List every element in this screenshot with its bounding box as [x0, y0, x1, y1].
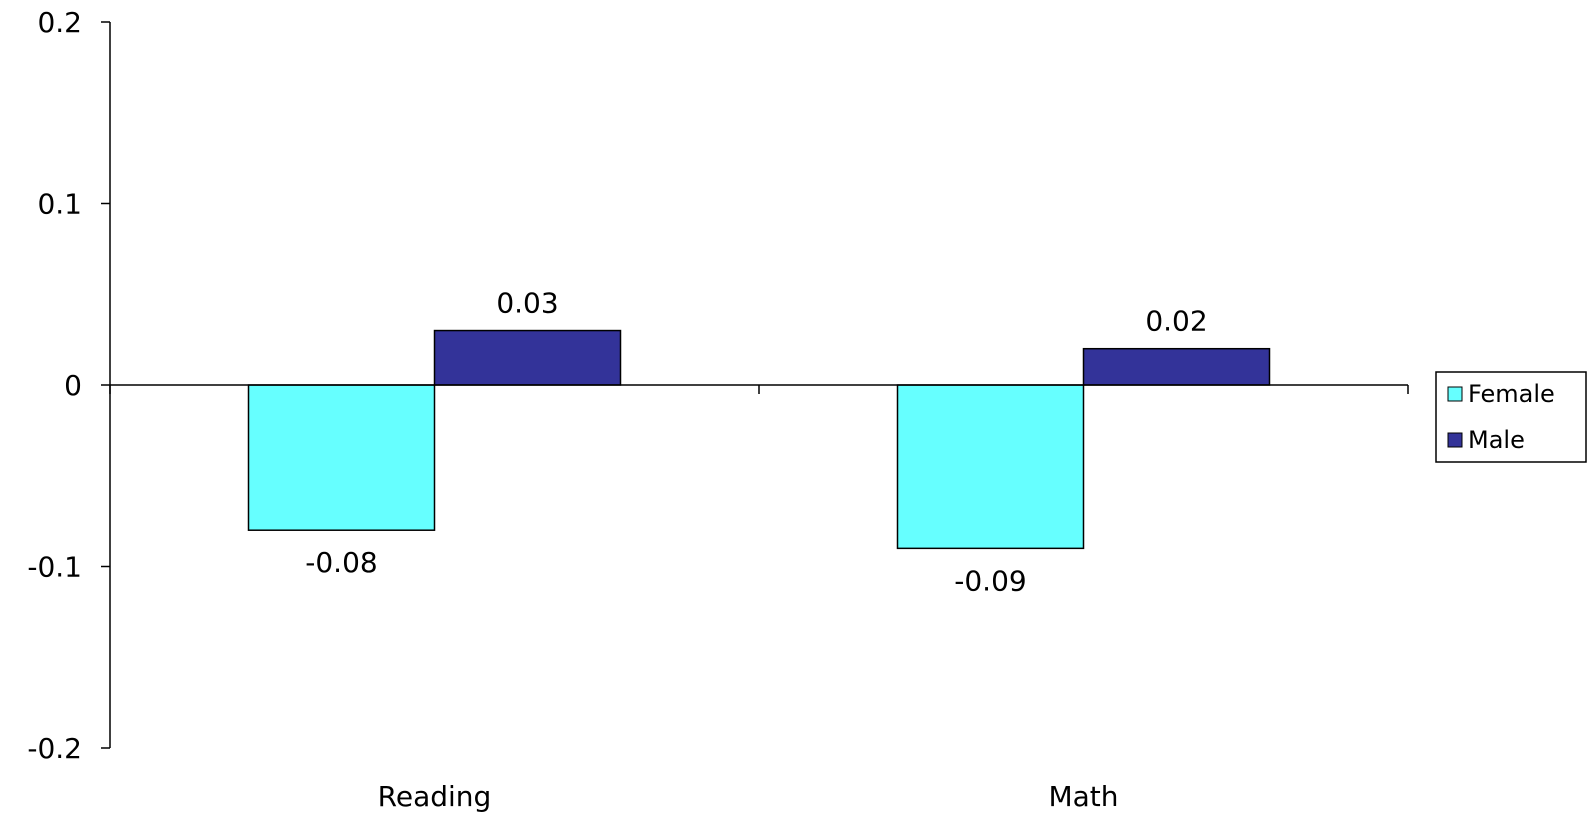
data-label: 0.03: [496, 287, 558, 320]
data-label: -0.09: [954, 564, 1026, 597]
data-label: 0.02: [1145, 305, 1207, 338]
bar-male-reading: [433, 329, 622, 386]
legend: Female Male: [1435, 371, 1587, 463]
bar-female-reading: [247, 384, 436, 531]
data-label: -0.08: [305, 546, 377, 579]
y-tick-label: 0.1: [37, 188, 82, 221]
legend-swatch-male: [1447, 432, 1463, 448]
legend-label-female: Female: [1468, 380, 1555, 408]
y-axis: 0.2 0.1 0 -0.1 -0.2: [27, 6, 111, 765]
data-labels: -0.08 -0.09 0.03 0.02: [305, 287, 1207, 598]
y-tick-label: -0.2: [27, 732, 82, 765]
bar-male-math: [1082, 347, 1271, 386]
bar-female-math: [896, 384, 1085, 550]
legend-label-male: Male: [1468, 426, 1525, 454]
y-tick-label: -0.1: [27, 551, 82, 584]
y-tick-label: 0.2: [37, 6, 82, 39]
category-label-reading: Reading: [378, 780, 492, 813]
y-tick-label: 0: [64, 369, 82, 402]
legend-swatch-female: [1447, 386, 1463, 402]
bars: [247, 329, 1271, 550]
x-axis: Reading Math: [109, 384, 1409, 813]
category-label-math: Math: [1048, 780, 1118, 813]
